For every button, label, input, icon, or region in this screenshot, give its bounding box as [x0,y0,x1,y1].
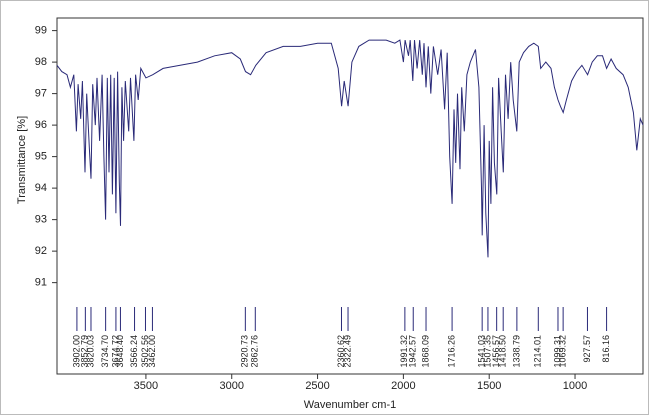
peak-label: 3462.00 [147,335,157,368]
peak-label: 1541.03 [477,335,487,368]
plot-frame [56,17,644,375]
peak-label: 1338.79 [511,335,521,368]
peak-label: 1099.31 [552,335,562,368]
y-tick-label: 95 [35,151,47,163]
peak-label: 2920.73 [240,335,250,368]
peak-label: 3674.72 [110,335,120,368]
peak-label: 1991.32 [399,335,409,368]
x-axis-title: Wavenumber cm-1 [304,399,397,411]
peak-label: 816.16 [601,335,611,363]
x-tick-label: 1500 [477,380,501,392]
y-tick-label: 93 [35,214,47,226]
peak-label: 927.57 [582,335,592,363]
peak-label: 1069.32 [558,335,568,368]
x-tick-label: 2500 [305,380,329,392]
y-tick-label: 99 [35,25,47,37]
peak-label: 3820.03 [85,335,95,368]
peak-label: 1507.35 [482,335,492,368]
peak-label: 1716.26 [446,335,456,368]
peak-label: 2862.76 [250,335,260,368]
y-tick-label: 92 [35,245,47,257]
peak-label: 3648.40 [115,335,125,368]
x-tick-label: 3500 [134,380,158,392]
y-tick-label: 98 [35,56,47,68]
peak-label: 3852.79 [80,335,90,368]
y-tick-label: 96 [35,119,47,131]
peak-label: 3734.70 [100,335,110,368]
peak-label: 1418.50 [498,335,508,368]
y-tick-label: 97 [35,88,47,100]
x-tick-label: 2000 [391,380,415,392]
y-axis-title: Transmittance [%] [16,116,28,204]
x-tick-label: 3000 [219,380,243,392]
y-tick-label: 91 [35,277,47,289]
spectrum-line [56,39,644,258]
peak-label: 3902.00 [71,335,81,368]
peak-label: 2322.49 [342,335,352,368]
peak-label: 1868.09 [420,335,430,368]
peak-label: 3566.24 [129,335,139,368]
peak-label: 1214.01 [533,335,543,368]
x-tick-label: 1000 [563,380,587,392]
peak-label: 1942.57 [408,335,418,368]
peak-label: 1456.57 [491,335,501,368]
peak-label: 3502.56 [140,335,150,368]
y-tick-label: 94 [35,182,47,194]
peak-label: 2360.62 [336,335,346,368]
